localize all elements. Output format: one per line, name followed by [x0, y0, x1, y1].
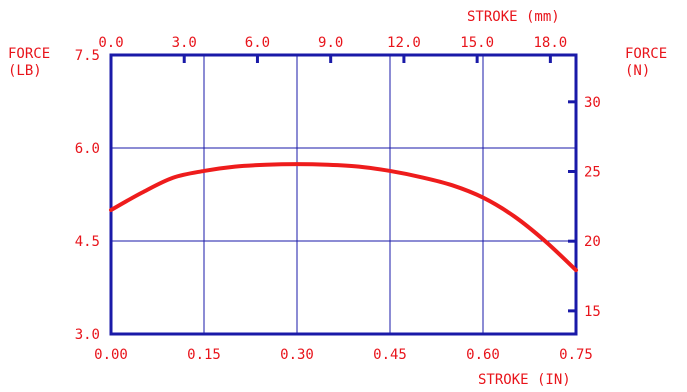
- top-tick-label: 0.0: [98, 35, 123, 51]
- left-tick-label: 3.0: [75, 327, 100, 343]
- left-tick-label: 6.0: [75, 141, 100, 157]
- left-axis-title-line2: (LB): [8, 63, 42, 79]
- axis-ticks: [182, 55, 576, 313]
- top-axis-title: STROKE (mm): [467, 9, 560, 25]
- bottom-tick-label: 0.15: [187, 347, 221, 363]
- top-tick-label: 6.0: [245, 35, 270, 51]
- top-tick-label: 12.0: [387, 35, 421, 51]
- top-tick-label: 9.0: [318, 35, 343, 51]
- top-tick-label: 18.0: [534, 35, 568, 51]
- right-tick-label: 30: [584, 95, 601, 111]
- right-axis-title-line1: FORCE: [625, 46, 667, 62]
- force-curve-series: [109, 162, 578, 273]
- bottom-tick-label: 0.60: [466, 347, 500, 363]
- bottom-tick-label: 0.30: [280, 347, 314, 363]
- right-axis-title-line2: (N): [625, 63, 650, 79]
- right-tick-label: 25: [584, 165, 601, 181]
- plot-frame: [109, 53, 578, 336]
- top-tick-label: 15.0: [460, 35, 494, 51]
- right-tick-label: 15: [584, 304, 601, 320]
- grid-lines: [111, 55, 576, 334]
- bottom-axis-title: STROKE (IN): [478, 372, 571, 388]
- right-tick-label: 20: [584, 234, 601, 250]
- left-tick-label: 4.5: [75, 234, 100, 250]
- tick-labels: 0.00 0.15 0.30 0.45 0.60 0.75 3.0 4.5 6.0 7.50.0 3…: [75, 35, 601, 363]
- top-tick-label: 3.0: [172, 35, 197, 51]
- left-axis-title-line1: FORCE: [8, 46, 50, 62]
- bottom-tick-label: 0.75: [559, 347, 593, 363]
- bottom-tick-label: 0.45: [373, 347, 407, 363]
- bottom-tick-label: 0.00: [94, 347, 128, 363]
- left-tick-label: 7.5: [75, 48, 100, 64]
